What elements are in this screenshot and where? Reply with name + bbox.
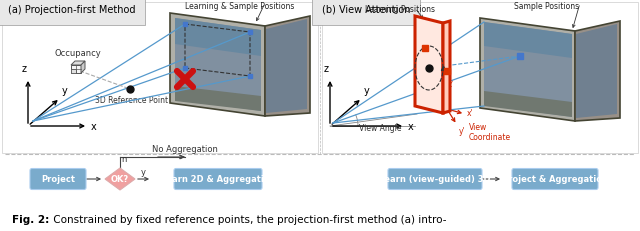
Polygon shape bbox=[484, 91, 572, 117]
Text: (a) Projection-first Method: (a) Projection-first Method bbox=[8, 5, 136, 15]
Text: z: z bbox=[323, 64, 328, 74]
Text: x': x' bbox=[467, 109, 474, 119]
Text: y': y' bbox=[459, 127, 466, 136]
Text: View Angle: View Angle bbox=[359, 124, 401, 133]
Polygon shape bbox=[484, 22, 572, 117]
Text: y: y bbox=[62, 86, 68, 96]
Text: Project: Project bbox=[41, 174, 75, 183]
Polygon shape bbox=[265, 16, 310, 116]
Text: 3D Reference Point: 3D Reference Point bbox=[95, 96, 168, 105]
Text: View
Coordinate: View Coordinate bbox=[469, 123, 511, 142]
Text: x: x bbox=[408, 122, 413, 132]
Text: y: y bbox=[141, 168, 145, 177]
Text: z: z bbox=[22, 64, 26, 74]
Text: Learn (view-guided) 3D: Learn (view-guided) 3D bbox=[380, 174, 491, 183]
Polygon shape bbox=[575, 21, 620, 121]
Text: Learn 2D & Aggregation: Learn 2D & Aggregation bbox=[161, 174, 275, 183]
Polygon shape bbox=[576, 24, 617, 118]
Polygon shape bbox=[443, 21, 450, 113]
Polygon shape bbox=[175, 86, 261, 111]
Polygon shape bbox=[415, 16, 443, 113]
Text: Project & Aggregation: Project & Aggregation bbox=[502, 174, 608, 183]
Text: n: n bbox=[121, 155, 126, 164]
Polygon shape bbox=[484, 22, 572, 58]
Polygon shape bbox=[175, 18, 261, 56]
Text: y: y bbox=[364, 86, 370, 96]
Text: No Aggregation: No Aggregation bbox=[152, 145, 218, 154]
FancyBboxPatch shape bbox=[2, 2, 318, 153]
FancyBboxPatch shape bbox=[30, 168, 86, 189]
Text: Constrained by fixed reference points, the projection-first method (a) intro-: Constrained by fixed reference points, t… bbox=[50, 215, 447, 225]
Polygon shape bbox=[266, 19, 307, 113]
Text: (b) View Attention: (b) View Attention bbox=[322, 5, 410, 15]
Text: Sample Positions: Sample Positions bbox=[515, 2, 580, 11]
FancyBboxPatch shape bbox=[71, 69, 76, 73]
Text: Occupancy: Occupancy bbox=[54, 49, 101, 58]
Polygon shape bbox=[71, 61, 85, 65]
Polygon shape bbox=[480, 18, 575, 121]
Polygon shape bbox=[105, 168, 135, 190]
Polygon shape bbox=[170, 13, 265, 116]
Text: x: x bbox=[91, 122, 97, 132]
Text: Learning Positions: Learning Positions bbox=[365, 5, 435, 14]
FancyBboxPatch shape bbox=[388, 168, 482, 189]
Polygon shape bbox=[81, 61, 85, 73]
Text: Fig. 2:: Fig. 2: bbox=[12, 215, 49, 225]
FancyBboxPatch shape bbox=[174, 168, 262, 189]
Text: z': z' bbox=[448, 80, 454, 89]
Text: Learning & Sample Positions: Learning & Sample Positions bbox=[186, 2, 294, 11]
Text: OK?: OK? bbox=[111, 174, 129, 183]
Polygon shape bbox=[175, 18, 261, 111]
FancyBboxPatch shape bbox=[512, 168, 598, 189]
FancyBboxPatch shape bbox=[71, 65, 81, 73]
FancyBboxPatch shape bbox=[322, 2, 638, 153]
